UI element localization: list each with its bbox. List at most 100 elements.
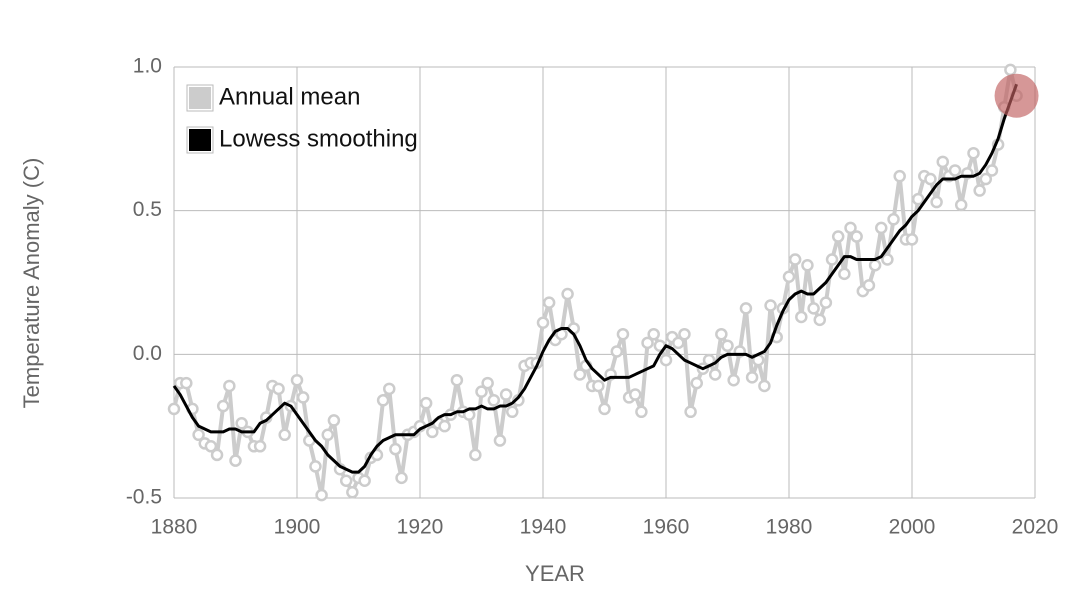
data-point bbox=[850, 230, 863, 243]
data-point bbox=[672, 336, 685, 350]
data-point bbox=[948, 164, 962, 177]
legend-label: Annual mean bbox=[219, 83, 360, 110]
legend-label: Lowess smoothing bbox=[219, 125, 418, 152]
x-tick-label: 1940 bbox=[520, 516, 567, 539]
data-point bbox=[745, 371, 759, 384]
data-point bbox=[610, 345, 624, 358]
data-point bbox=[536, 316, 550, 329]
data-point bbox=[788, 253, 802, 266]
data-point bbox=[339, 474, 353, 488]
data-point bbox=[180, 376, 193, 390]
data-point bbox=[684, 405, 697, 419]
y-tick-label: 0.0 bbox=[133, 342, 162, 365]
data-point bbox=[389, 442, 402, 456]
data-point bbox=[358, 474, 371, 488]
data-point bbox=[592, 379, 605, 393]
data-point bbox=[881, 253, 894, 266]
data-point bbox=[727, 373, 740, 387]
data-point bbox=[715, 327, 728, 341]
data-point bbox=[321, 428, 334, 442]
data-point bbox=[887, 213, 900, 226]
data-point bbox=[192, 428, 205, 442]
data-point bbox=[739, 302, 753, 315]
data-point bbox=[383, 382, 396, 396]
data-point bbox=[1004, 63, 1017, 77]
data-point bbox=[204, 440, 218, 453]
data-point bbox=[807, 302, 820, 315]
data-point bbox=[985, 164, 999, 177]
y-tick-label: -0.5 bbox=[126, 486, 162, 509]
data-point bbox=[327, 414, 341, 427]
data-point bbox=[216, 399, 230, 413]
legend-swatch-border bbox=[186, 84, 214, 112]
data-point bbox=[481, 376, 494, 390]
data-point bbox=[868, 259, 882, 272]
data-point bbox=[278, 428, 291, 442]
highlight-point bbox=[994, 73, 1039, 118]
data-point bbox=[167, 402, 181, 416]
data-point bbox=[647, 327, 660, 341]
data-point bbox=[924, 172, 937, 186]
data-point bbox=[911, 192, 925, 206]
legend-swatch bbox=[187, 127, 213, 153]
data-point bbox=[659, 353, 673, 367]
data-point bbox=[561, 287, 574, 301]
x-tick-label: 2020 bbox=[1012, 516, 1059, 539]
y-tick-label: 0.5 bbox=[133, 198, 162, 221]
data-point bbox=[487, 394, 501, 407]
x-tick-label: 1960 bbox=[643, 516, 690, 539]
data-point bbox=[930, 195, 943, 209]
data-point bbox=[223, 379, 236, 393]
data-point bbox=[426, 425, 439, 439]
data-point bbox=[708, 368, 722, 381]
data-point bbox=[419, 396, 433, 410]
data-point bbox=[801, 259, 814, 272]
data-point bbox=[493, 434, 507, 447]
data-point bbox=[641, 336, 654, 350]
data-point bbox=[616, 327, 630, 341]
data-point bbox=[678, 327, 691, 341]
data-point bbox=[395, 471, 408, 485]
data-point bbox=[272, 382, 285, 396]
data-point bbox=[253, 440, 267, 453]
data-point bbox=[450, 373, 464, 387]
x-tick-label: 1920 bbox=[397, 516, 444, 539]
data-point bbox=[831, 230, 845, 243]
data-point bbox=[979, 172, 993, 186]
data-point bbox=[721, 339, 734, 352]
data-point bbox=[844, 221, 857, 235]
data-point bbox=[469, 448, 482, 462]
data-point bbox=[499, 388, 513, 401]
data-point bbox=[438, 419, 451, 433]
data-point bbox=[967, 146, 980, 160]
x-tick-label: 1980 bbox=[766, 516, 813, 539]
data-point bbox=[875, 221, 888, 235]
data-point bbox=[635, 405, 648, 419]
y-axis-label: Temperature Anomaly (C) bbox=[19, 158, 44, 409]
data-point bbox=[690, 376, 703, 390]
legend-swatch-border bbox=[186, 126, 214, 154]
x-tick-label: 1900 bbox=[274, 516, 321, 539]
data-point bbox=[862, 279, 876, 292]
data-point bbox=[235, 417, 248, 430]
data-point bbox=[813, 313, 826, 327]
data-point bbox=[210, 448, 224, 462]
x-axis-label: YEAR bbox=[525, 561, 585, 586]
data-point bbox=[346, 486, 359, 499]
series-line bbox=[172, 83, 1018, 474]
data-point bbox=[893, 169, 906, 183]
y-tick-label: 1.0 bbox=[133, 55, 162, 78]
x-tick-label: 1880 bbox=[151, 516, 198, 539]
data-point bbox=[819, 296, 833, 309]
data-point bbox=[954, 198, 968, 212]
data-point bbox=[973, 184, 986, 197]
data-point bbox=[795, 310, 808, 324]
data-point bbox=[825, 253, 839, 266]
data-point bbox=[475, 385, 488, 398]
data-point bbox=[936, 155, 949, 169]
data-point bbox=[573, 368, 587, 381]
data-point bbox=[905, 233, 919, 246]
data-point bbox=[758, 379, 771, 393]
data-point bbox=[542, 296, 556, 309]
